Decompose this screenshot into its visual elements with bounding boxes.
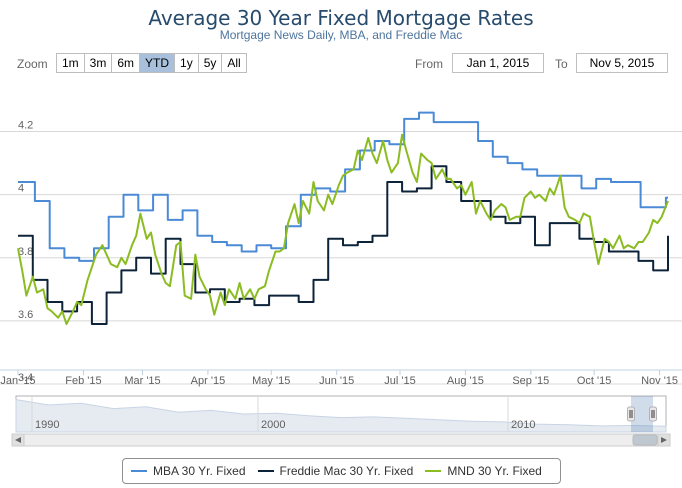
- y-tick-label: 3.4: [18, 372, 33, 384]
- x-tick-label: Apr '15: [191, 375, 226, 387]
- y-tick-label: 3.8: [18, 246, 33, 258]
- zoom-button-group: 1m 3m 6m YTD 1y 5y All: [56, 53, 247, 73]
- x-tick-label: Jun '15: [319, 375, 354, 387]
- legend-swatch-mba: [131, 470, 147, 472]
- arrow-left-icon: [15, 437, 21, 443]
- zoom-5y-button[interactable]: 5y: [197, 53, 223, 73]
- mba-series-line: [18, 111, 668, 262]
- freddie-series-line: [18, 165, 669, 325]
- x-tick-label: Sep '15: [512, 375, 549, 387]
- y-tick-label: 4.2: [18, 120, 33, 132]
- x-tick-label: Jul '15: [384, 375, 415, 387]
- zoom-ytd-button[interactable]: YTD: [139, 53, 176, 73]
- zoom-6m-button[interactable]: 6m: [111, 53, 141, 73]
- arrow-right-icon: [661, 437, 667, 443]
- navigator-year-label: 2000: [261, 419, 285, 431]
- x-tick-label: Oct '15: [577, 375, 612, 387]
- legend-item-freddie[interactable]: Freddie Mac 30 Yr. Fixed: [257, 464, 414, 478]
- navigator-year-label: 2010: [511, 419, 535, 431]
- zoom-3m-button[interactable]: 3m: [83, 53, 113, 73]
- y-tick-label: 3.6: [18, 309, 33, 321]
- x-tick-label: Feb '15: [65, 375, 101, 387]
- legend-swatch-freddie: [257, 470, 274, 472]
- scrollbar-track: [11, 433, 671, 447]
- navigator-selection: [631, 396, 653, 432]
- zoom-label: Zoom: [17, 57, 48, 71]
- x-tick-label: Jan '15: [0, 375, 35, 387]
- chart-subtitle: Mortgage News Daily, MBA, and Freddie Ma…: [219, 28, 463, 42]
- legend-item-mba[interactable]: MBA 30 Yr. Fixed: [131, 464, 246, 478]
- to-label: To: [555, 57, 568, 71]
- legend-label-mnd: MND 30 Yr. Fixed: [447, 464, 542, 478]
- navigator-left-handle[interactable]: [627, 406, 635, 422]
- mnd-series-line: [17, 133, 669, 325]
- legend-swatch-mnd: [425, 470, 442, 472]
- zoom-all-button[interactable]: All: [221, 53, 247, 73]
- zoom-1y-button[interactable]: 1y: [174, 53, 199, 73]
- navigator-year-label: 1990: [35, 419, 59, 431]
- legend-label-freddie: Freddie Mac 30 Yr. Fixed: [279, 464, 414, 478]
- x-tick-label: Aug '15: [447, 375, 484, 387]
- legend-label-mba: MBA 30 Yr. Fixed: [153, 464, 246, 478]
- scrollbar-thumb[interactable]: [632, 434, 658, 446]
- from-date-input[interactable]: Jan 1, 2015: [452, 53, 544, 73]
- navigator-right-handle[interactable]: [649, 406, 657, 422]
- chart-title: Average 30 Year Fixed Mortgage Rates: [148, 6, 534, 30]
- y-tick-label: 4: [18, 183, 24, 195]
- x-tick-label: Mar '15: [124, 375, 160, 387]
- legend-item-mnd[interactable]: MND 30 Yr. Fixed: [425, 464, 542, 478]
- to-date-input[interactable]: Nov 5, 2015: [576, 53, 668, 73]
- legend: MBA 30 Yr. Fixed Freddie Mac 30 Yr. Fixe…: [122, 458, 561, 484]
- x-tick-label: Nov '15: [641, 375, 678, 387]
- navigator-series-area: [15, 399, 667, 433]
- from-label: From: [415, 57, 443, 71]
- x-tick-label: May '15: [252, 375, 290, 387]
